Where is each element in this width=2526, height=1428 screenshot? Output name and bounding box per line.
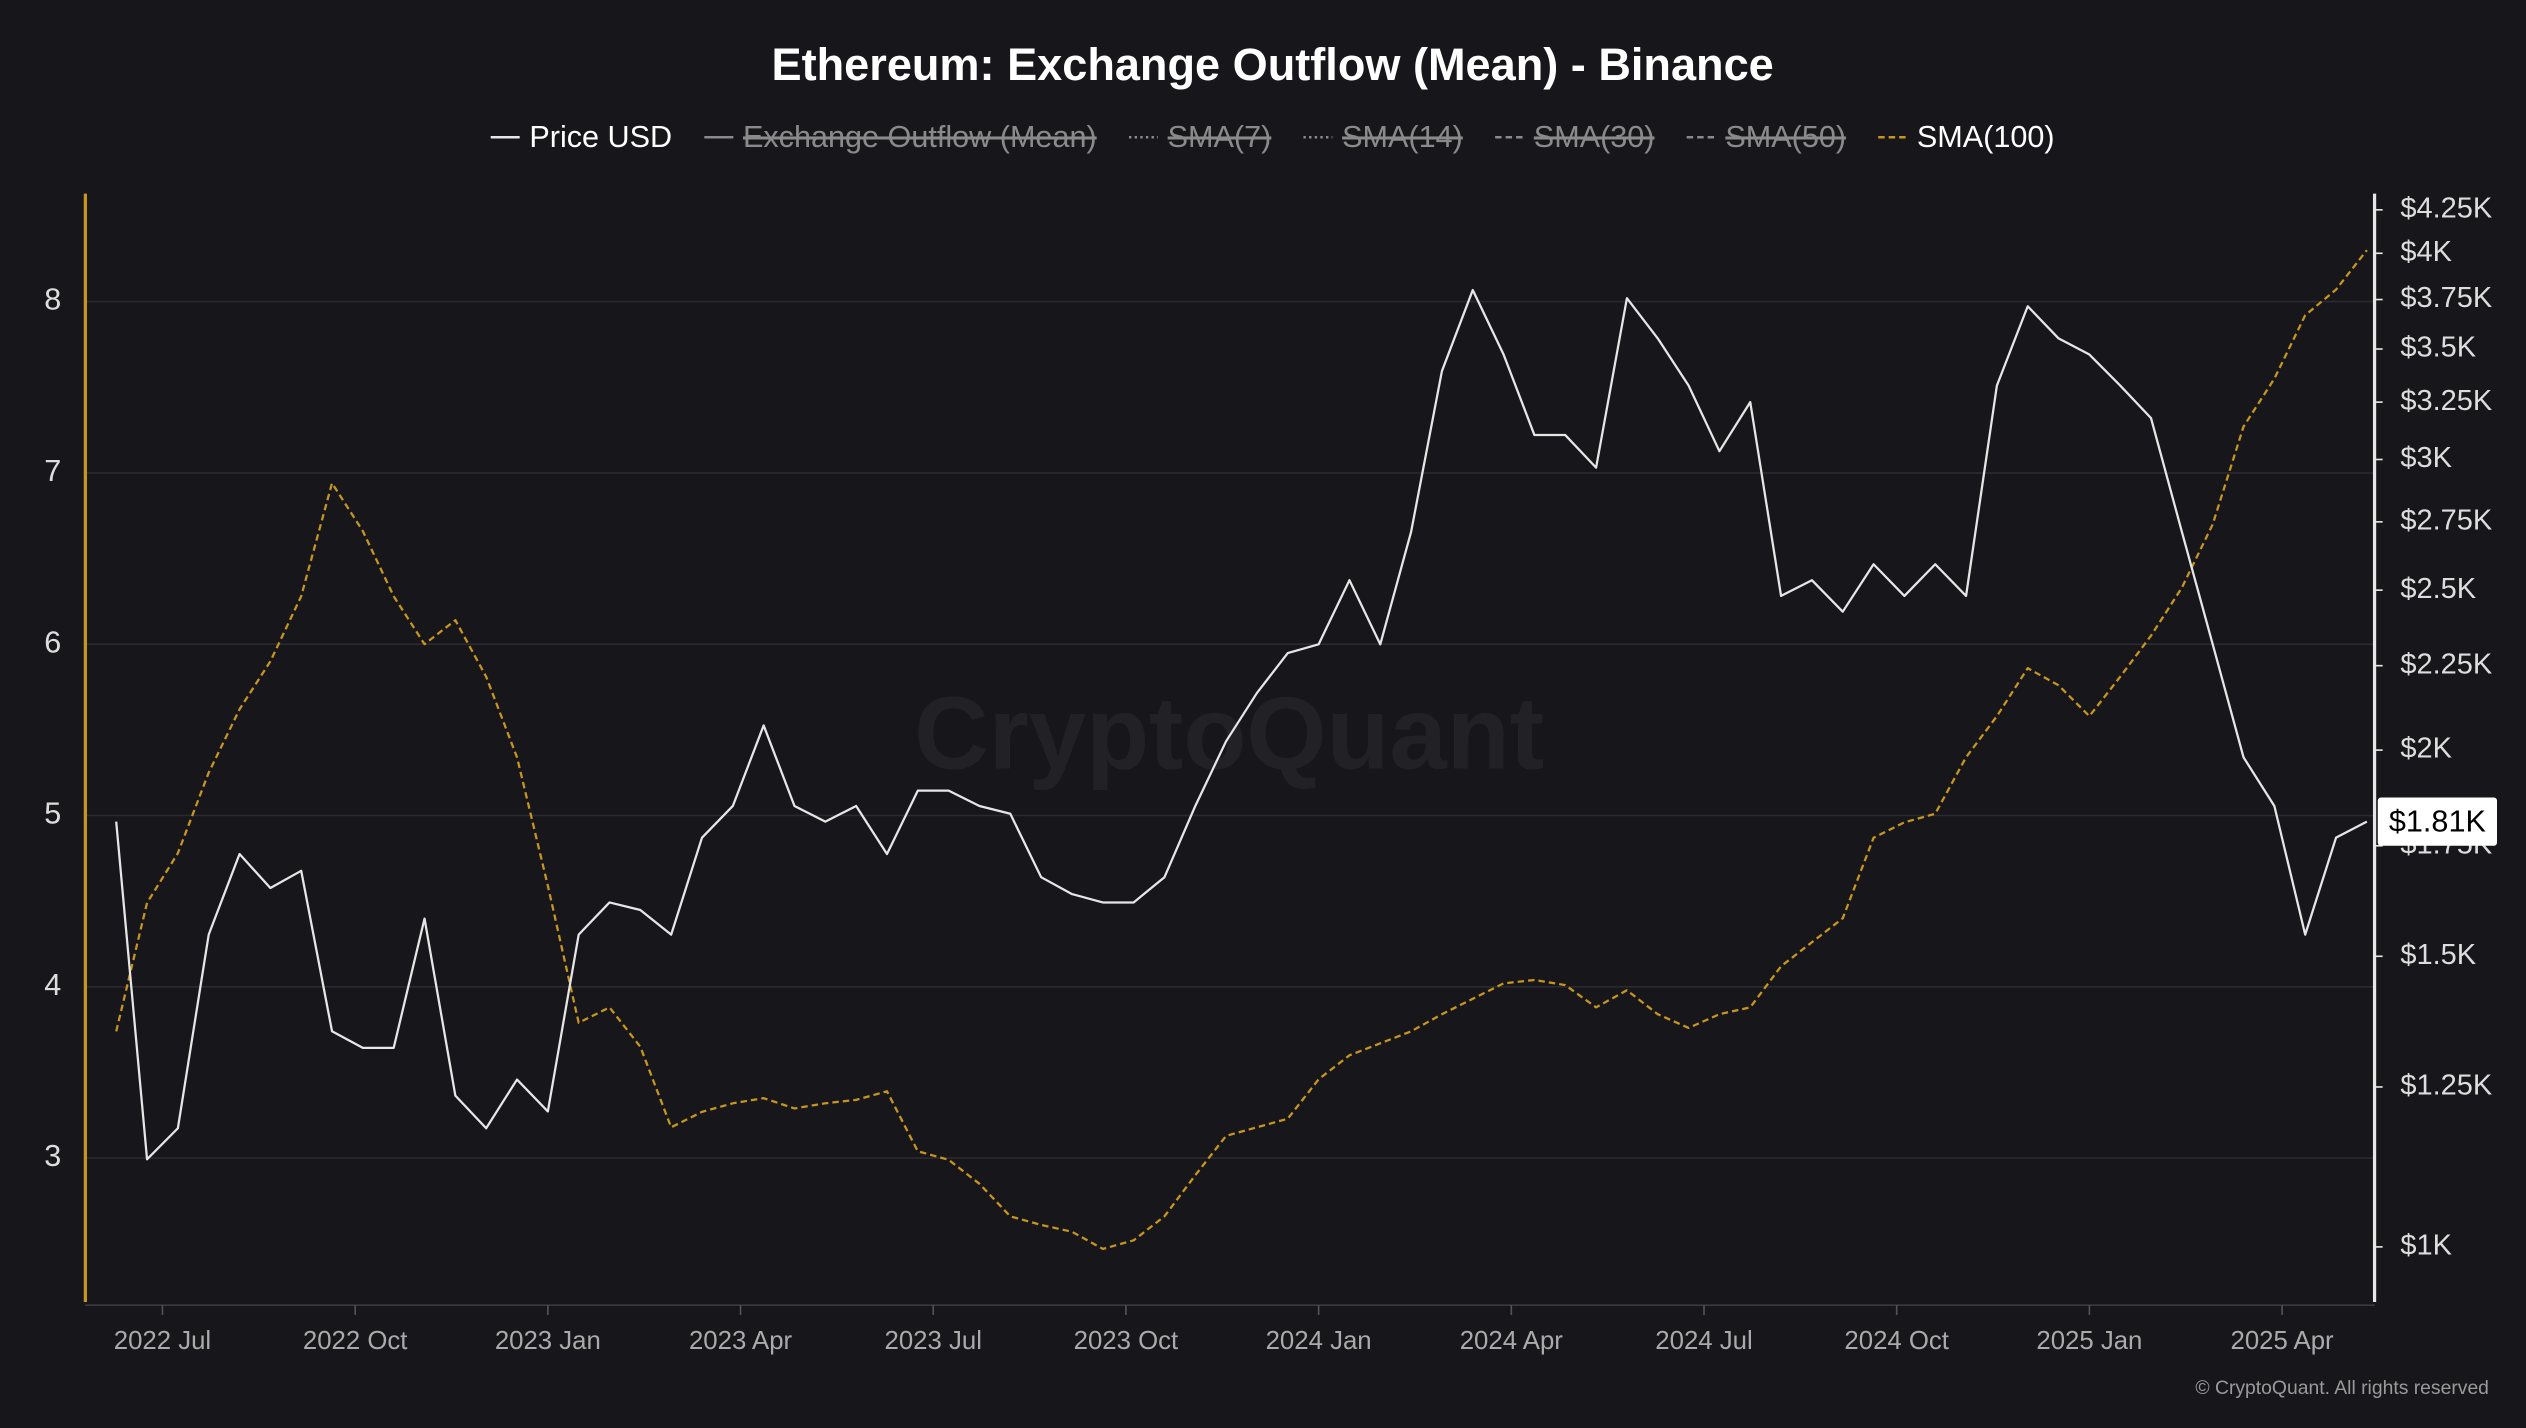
legend-label: SMA(50) bbox=[1725, 120, 1846, 154]
legend-label: SMA(100) bbox=[1917, 120, 2055, 154]
legend-item[interactable]: Exchange Outflow (Mean) bbox=[704, 120, 1097, 154]
y2-tick-label: $3.75K bbox=[2400, 282, 2492, 314]
x-tick-label: 2023 Apr bbox=[689, 1327, 793, 1355]
watermark: CryptoQuant bbox=[914, 676, 1544, 791]
current-value-box bbox=[2377, 797, 2498, 846]
legend-item[interactable]: SMA(50) bbox=[1686, 120, 1846, 154]
legend-item[interactable]: SMA(7) bbox=[1128, 120, 1272, 154]
legend-item[interactable]: SMA(30) bbox=[1495, 120, 1655, 154]
x-tick-label: 2024 Apr bbox=[1460, 1327, 1564, 1355]
y2-tick-label: $2.25K bbox=[2400, 648, 2492, 680]
x-tick-label: 2025 Apr bbox=[2230, 1327, 2334, 1355]
x-tick-label: 2022 Jul bbox=[114, 1327, 211, 1355]
legend-label: SMA(30) bbox=[1534, 120, 1655, 154]
legend-label: SMA(7) bbox=[1168, 120, 1272, 154]
legend: Price USD Exchange Outflow (Mean) SMA(7) SM… bbox=[490, 120, 2055, 154]
y2-tick-label: $4.25K bbox=[2400, 192, 2492, 224]
y2-tick-label: $1.25K bbox=[2400, 1070, 2492, 1102]
x-tick-label: 2023 Jan bbox=[495, 1327, 601, 1355]
x-tick-label: 2024 Jul bbox=[1655, 1327, 1752, 1355]
series-line bbox=[115, 249, 2368, 1251]
y2-tick-label: $1.5K bbox=[2400, 939, 2476, 971]
legend-label: SMA(14) bbox=[1342, 120, 1463, 154]
y2-tick-label: $3K bbox=[2400, 442, 2452, 474]
y-tick-label: 7 bbox=[44, 454, 61, 488]
y2-tick-label: $2.5K bbox=[2400, 573, 2476, 605]
y-tick-label: 3 bbox=[44, 1139, 61, 1173]
x-tick-label: 2023 Jul bbox=[885, 1327, 982, 1355]
y2-tick-label: $3.25K bbox=[2400, 385, 2492, 417]
y2-tick-label: $2.75K bbox=[2400, 504, 2492, 536]
legend-item[interactable]: Price USD bbox=[490, 120, 672, 154]
y2-tick-label: $4K bbox=[2400, 236, 2452, 268]
x-tick-label: 2022 Oct bbox=[303, 1327, 408, 1355]
y2-tick-label: $3.5K bbox=[2400, 332, 2476, 364]
legend-item[interactable]: SMA(14) bbox=[1303, 120, 1463, 154]
y-tick-label: 5 bbox=[44, 797, 61, 831]
chart-title: Ethereum: Exchange Outflow (Mean) - Bina… bbox=[772, 39, 1774, 90]
x-tick-label: 2024 Oct bbox=[1844, 1327, 1949, 1355]
y2-tick-label: $1K bbox=[2400, 1230, 2452, 1262]
y-tick-label: 6 bbox=[44, 625, 61, 659]
x-tick-label: 2025 Jan bbox=[2036, 1327, 2142, 1355]
x-tick-label: 2024 Jan bbox=[1266, 1327, 1372, 1355]
legend-item[interactable]: SMA(100) bbox=[1878, 120, 2055, 154]
y2-tick-label: $2K bbox=[2400, 733, 2452, 765]
y-tick-label: 8 bbox=[44, 283, 61, 317]
legend-label: Exchange Outflow (Mean) bbox=[743, 120, 1097, 154]
copyright: © CryptoQuant. All rights reserved bbox=[2195, 1378, 2489, 1399]
y-tick-label: 4 bbox=[44, 968, 61, 1002]
x-tick-label: 2023 Oct bbox=[1074, 1327, 1179, 1355]
series-line bbox=[115, 288, 2368, 1161]
current-value-label: $1.81K bbox=[2389, 804, 2487, 838]
legend-label: Price USD bbox=[529, 120, 672, 154]
